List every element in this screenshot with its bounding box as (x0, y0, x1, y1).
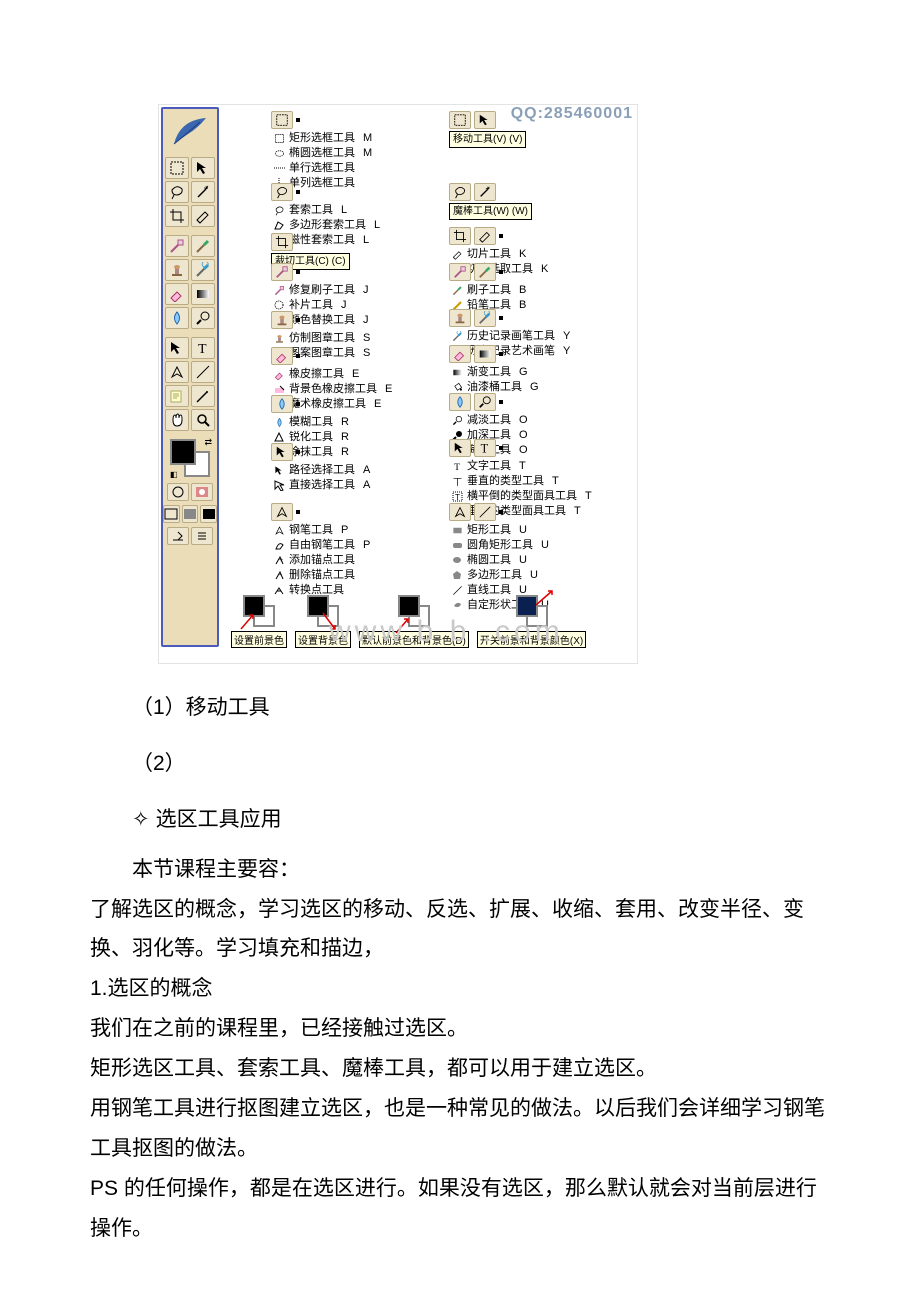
line-4: 本节课程主要容： (90, 850, 830, 890)
hand-tool-icon (165, 409, 189, 431)
quickmask-mode-icon (191, 483, 213, 501)
toolbox-grid (163, 155, 217, 433)
line-1: （1）移动工具 (90, 688, 830, 728)
screen-mode-row (163, 505, 217, 523)
para-3: 矩形选区工具、套索工具、魔棒工具，都可以用于建立选区。 (90, 1049, 830, 1089)
callout-background: 设置背景色 (295, 593, 351, 648)
heal-tool-icon (165, 235, 189, 257)
app-logo (163, 109, 217, 155)
foreground-swatch (170, 439, 196, 465)
path-flyout: 路径选择工具A 直接选择工具A (271, 443, 370, 493)
notes-tool-icon (165, 385, 189, 407)
jump-row (163, 527, 217, 545)
para-1: 了解选区的概念，学习选区的移动、反选、扩展、收缩、套用、改变半径、变换、羽化等。… (90, 890, 830, 970)
jump-to-icon (167, 527, 189, 545)
move-flyout: 移动工具(V) (V) (449, 111, 526, 148)
photoshop-tools-diagram: QQ:285460001 (158, 104, 638, 664)
jump-menu-icon (191, 527, 213, 545)
screen-standard-icon (163, 505, 180, 523)
mask-mode-row (163, 483, 217, 501)
move-tooltip: 移动工具(V) (V) (449, 131, 526, 148)
line-3: ✧选区工具应用 (90, 800, 830, 840)
path-select-tool-icon (165, 337, 189, 359)
lasso-tool-icon (165, 181, 189, 203)
dodge-tool-icon (191, 307, 215, 329)
line-2: （2） (90, 744, 830, 784)
toolbox: T (161, 107, 219, 647)
swatch-callouts: 设置前景色 设置背景色 默认前景色和背景色(D) 开关前景和背景颜色(X) (231, 593, 586, 648)
para-5: PS 的任何操作，都是在选区进行。如果没有选区，那么默认就会对当前层进行操作。 (90, 1169, 830, 1249)
type-tool-icon (191, 337, 215, 359)
marquee-tool-icon (165, 157, 189, 179)
svg-text:丅: 丅 (453, 477, 462, 487)
qq-watermark: QQ:285460001 (511, 105, 633, 123)
slice-tool-icon (191, 205, 215, 227)
svg-text:T: T (455, 493, 460, 502)
blur-tool-icon (165, 307, 189, 329)
pen-tool-icon (165, 361, 189, 383)
para-4: 用钢笔工具进行抠图建立选区，也是一种常见的做法。以后我们会详细学习钢笔工具抠图的… (90, 1089, 830, 1169)
wand-tool-icon (191, 181, 215, 203)
para-2: 我们在之前的课程里，已经接触过选区。 (90, 1009, 830, 1049)
wand-tooltip: 魔棒工具(W) (W) (449, 203, 532, 220)
callout-foreground: 设置前景色 (231, 593, 287, 648)
color-swatches: ◧ ⇄ (168, 437, 212, 479)
screen-full-menu-icon (182, 505, 199, 523)
pen-flyout: 钢笔工具P 自由钢笔工具P +添加锚点工具 -删除锚点工具 转换点工具 (271, 503, 370, 598)
callout-default: 默认前景色和背景色(D) (359, 593, 469, 648)
line-tool-icon (191, 361, 215, 383)
crop-tool-icon (165, 205, 189, 227)
default-colors-icon: ◧ (170, 470, 178, 479)
history-tool-icon (191, 259, 215, 281)
svg-text:+: + (279, 557, 283, 564)
fill-flyout: 渐变工具G 油漆桶工具G (449, 345, 539, 395)
heading-1: 1.选区的概念 (90, 969, 830, 1009)
swap-colors-icon: ⇄ (204, 437, 212, 448)
zoom-tool-icon (191, 409, 215, 431)
callout-swap: 开关前景和背景颜色(X) (477, 593, 586, 648)
stamp-tool-icon (165, 259, 189, 281)
standard-mode-icon (167, 483, 189, 501)
wand-flyout: 魔棒工具(W) (W) (449, 183, 532, 220)
eyedropper-tool-icon (191, 385, 215, 407)
eraser-tool-icon (165, 283, 189, 305)
move-tool-icon (191, 157, 215, 179)
brush-flyout: 刷子工具B 铅笔工具B (449, 263, 526, 313)
screen-full-icon (200, 505, 217, 523)
document-text: （1）移动工具 （2） ✧选区工具应用 本节课程主要容： 了解选区的概念，学习选… (90, 688, 830, 1249)
gradient-tool-icon (191, 283, 215, 305)
marquee-flyout: 矩形选框工具M 椭圆选框工具M 单行选框工具 单列选框工具 (271, 111, 372, 191)
brush-tool-icon (191, 235, 215, 257)
diamond-icon: ✧ (132, 808, 150, 831)
